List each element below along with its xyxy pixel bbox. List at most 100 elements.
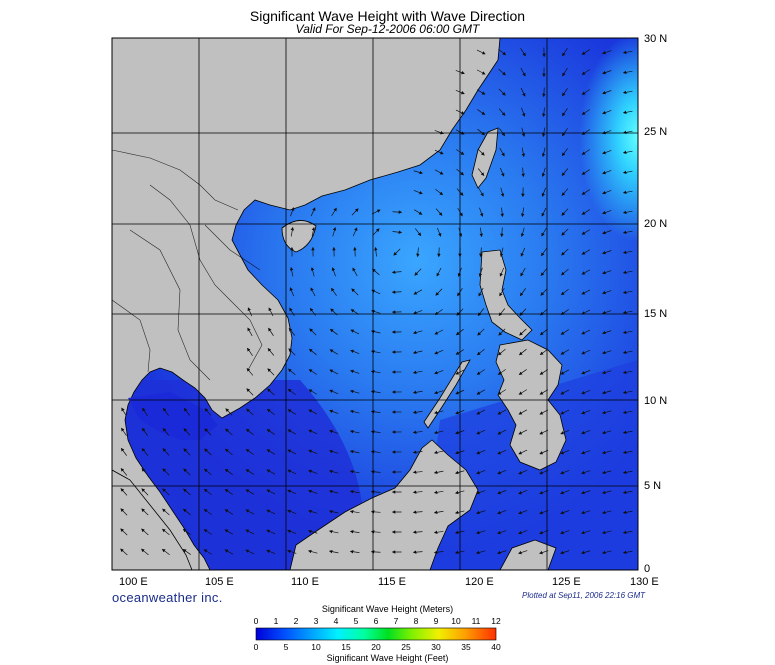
wave-arrow xyxy=(560,550,570,555)
wave-arrow xyxy=(581,229,591,235)
wave-arrow xyxy=(308,489,318,494)
wave-arrow xyxy=(308,449,318,455)
wave-arrow xyxy=(433,450,444,455)
wave-arrow xyxy=(204,468,212,476)
wave-arrow xyxy=(182,528,191,535)
map-subtitle: Valid For Sep-12-2006 06:00 GMT xyxy=(295,22,480,36)
wave-arrow xyxy=(622,90,633,95)
map-area xyxy=(112,38,638,570)
wave-arrow xyxy=(539,349,548,356)
wave-arrow xyxy=(120,467,128,476)
wave-arrow xyxy=(602,270,612,275)
wave-arrow xyxy=(308,509,318,514)
wave-arrow xyxy=(434,329,444,335)
wave-arrow xyxy=(561,248,569,256)
wave-arrow xyxy=(476,449,486,455)
colorbar-feet-tick: 25 xyxy=(401,642,411,652)
colorbar-meter-tick: 6 xyxy=(373,616,379,626)
wave-arrow xyxy=(497,369,506,376)
wave-arrow xyxy=(539,389,549,395)
wave-arrow xyxy=(351,208,359,216)
wave-arrow xyxy=(287,509,297,514)
wave-arrow xyxy=(581,450,591,455)
wave-arrow xyxy=(478,267,483,277)
wave-arrow xyxy=(520,48,526,57)
wave-arrow xyxy=(498,48,507,56)
wave-arrow xyxy=(562,68,568,77)
wave-arrow xyxy=(622,370,633,375)
wave-arrow xyxy=(602,370,612,375)
wave-arrow xyxy=(412,530,423,534)
wave-arrow xyxy=(622,170,633,175)
wave-arrow xyxy=(288,368,296,376)
wave-arrow xyxy=(518,429,528,435)
wave-arrow xyxy=(581,309,591,315)
wave-arrow xyxy=(521,207,525,218)
wave-arrow xyxy=(266,429,275,435)
wave-arrow xyxy=(601,550,612,555)
wave-arrow xyxy=(204,448,212,456)
wave-arrow xyxy=(622,230,633,235)
wave-arrow xyxy=(308,429,318,435)
wave-arrow xyxy=(601,450,612,455)
wave-arrow xyxy=(622,130,633,135)
wave-arrow xyxy=(581,189,590,195)
wave-arrow xyxy=(266,509,276,515)
lat-label-20n: 20 N xyxy=(644,218,668,230)
colorbar-feet-tick: 35 xyxy=(461,642,471,652)
wave-arrow xyxy=(477,148,485,156)
wave-arrow xyxy=(224,489,233,495)
wave-arrow xyxy=(349,449,360,454)
wave-arrow xyxy=(412,470,423,474)
wave-arrow xyxy=(290,226,295,237)
wave-arrow xyxy=(541,207,547,217)
wave-arrow xyxy=(183,468,191,476)
lat-lon-grid xyxy=(112,38,638,570)
wave-arrow xyxy=(412,550,423,554)
wave-arrow xyxy=(499,167,505,177)
wave-arrow xyxy=(162,427,170,436)
wave-arrow xyxy=(622,510,633,515)
wave-arrow xyxy=(351,288,359,296)
wave-arrow xyxy=(433,530,444,534)
wave-arrow xyxy=(266,489,276,495)
wave-arrow xyxy=(497,449,507,455)
wave-arrow xyxy=(435,288,443,296)
land-luzon xyxy=(479,249,533,341)
wave-arrow xyxy=(287,529,297,534)
wave-arrow xyxy=(435,189,444,196)
wave-arrow xyxy=(601,470,612,475)
wave-arrow xyxy=(622,490,633,495)
wave-arrow xyxy=(329,389,339,395)
wave-arrow xyxy=(288,348,296,356)
wave-arrow xyxy=(581,430,591,435)
wave-arrow xyxy=(476,89,486,95)
colorbar-feet-ticks: 0 5 10 15 20 25 30 35 40 xyxy=(0,642,775,653)
wave-arrow xyxy=(349,489,360,494)
wave-arrow xyxy=(477,128,486,136)
colorbar xyxy=(255,627,497,641)
colorbar-meter-tick: 7 xyxy=(393,616,399,626)
wave-arrow xyxy=(499,128,506,137)
wave-arrow xyxy=(561,188,569,196)
wave-arrow xyxy=(499,147,505,157)
wave-arrow xyxy=(541,147,546,158)
wave-arrow xyxy=(518,550,528,555)
wave-arrow xyxy=(581,269,591,275)
wave-arrow xyxy=(602,330,612,335)
wave-arrow xyxy=(328,509,339,514)
wave-arrow xyxy=(622,430,633,435)
wave-arrow xyxy=(412,510,423,514)
land-hainan xyxy=(281,220,317,253)
wave-arrow xyxy=(413,289,423,295)
wave-arrow xyxy=(183,488,191,496)
wave-arrow xyxy=(518,409,528,415)
wave-arrow xyxy=(245,509,255,515)
wave-arrow xyxy=(540,268,548,277)
colorbar-meter-tick: 5 xyxy=(353,616,359,626)
wave-arrow xyxy=(433,490,444,495)
wave-arrow xyxy=(308,389,318,395)
wave-arrow xyxy=(247,307,253,317)
wave-arrow xyxy=(247,347,253,356)
wave-arrow xyxy=(519,288,526,297)
